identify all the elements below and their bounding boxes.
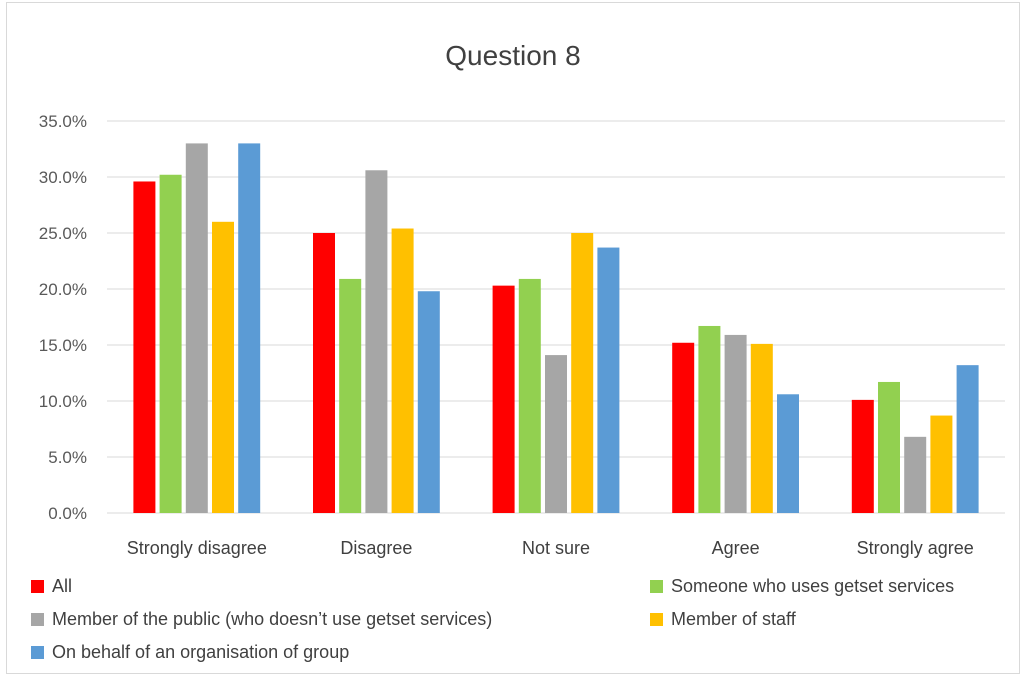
bar [878,381,900,513]
chart-frame: Question 8 0.0% 5.0% 10.0% 15.0% 20.0% 25.0% 3… [6,2,1020,674]
y-tick-label: 25.0% [39,224,87,243]
bar [698,325,721,513]
x-category-label: Not sure [522,538,590,558]
x-category-label: Strongly agree [857,538,974,558]
bar [904,436,927,513]
bar [339,278,362,513]
legend-label: Someone who uses getset services [671,576,954,596]
legend-swatch [31,580,44,593]
legend-swatch [650,580,663,593]
bar [185,143,208,513]
y-tick-label: 10.0% [39,392,87,411]
x-axis-categories: Strongly disagree Disagree Not sure Agree St… [127,538,974,558]
bar [518,278,541,513]
legend-swatch [650,613,663,626]
legend-swatch [31,646,44,659]
bar-chart: Question 8 0.0% 5.0% 10.0% 15.0% 20.0% 25.0% 3… [31,40,1005,662]
legend: All Someone who uses getset services Membe… [31,576,954,662]
bar [391,228,414,513]
bar [159,174,182,513]
legend-label: On behalf of an organisation of group [52,642,349,662]
bars [133,143,979,514]
y-axis-ticks: 0.0% 5.0% 10.0% 15.0% 20.0% 25.0% 30.0% 35.0% [39,112,87,523]
bar [956,365,979,513]
bar [238,143,261,513]
bar [571,233,594,513]
chart-title: Question 8 [445,40,580,71]
bar [930,415,953,513]
legend-label: Member of the public (who doesn’t use ge… [52,609,492,629]
y-tick-label: 15.0% [39,336,87,355]
bar [545,355,567,513]
bar [492,285,515,513]
x-category-label: Disagree [340,538,412,558]
y-tick-label: 20.0% [39,280,87,299]
legend-label: Member of staff [671,609,797,629]
bar [313,233,335,513]
bar [133,181,156,514]
bar [724,334,747,513]
bar [212,221,234,514]
bar [417,291,440,513]
bar [597,247,620,513]
legend-swatch [31,613,44,626]
x-category-label: Strongly disagree [127,538,267,558]
x-category-label: Agree [712,538,760,558]
bar [777,394,799,513]
bar [365,170,388,513]
y-tick-label: 30.0% [39,168,87,187]
y-tick-label: 35.0% [39,112,87,131]
bar [851,399,874,513]
y-tick-label: 0.0% [48,504,87,523]
bar [750,343,773,513]
legend-label: All [52,576,72,596]
bar [672,342,695,513]
y-tick-label: 5.0% [48,448,87,467]
